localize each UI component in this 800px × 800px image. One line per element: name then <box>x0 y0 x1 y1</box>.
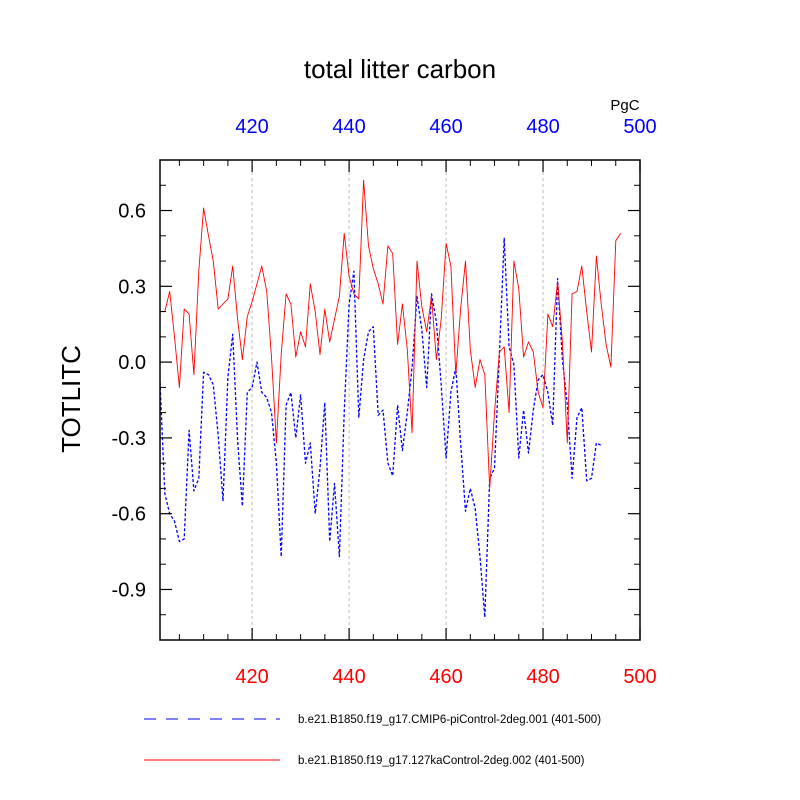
x-tick-label-top-460: 460 <box>429 116 462 138</box>
x-tick-label-bottom-440: 440 <box>332 666 365 688</box>
legend-label-0: b.e21.B1850.f19_g17.CMIP6-piControl-2deg… <box>298 714 601 726</box>
x-tick-label-top-480: 480 <box>526 116 559 138</box>
legend-label-1: b.e21.B1850.f19_g17.127kaControl-2deg.00… <box>298 755 585 767</box>
tick-labels: 420 420 440 440 460 460 480 480 500 500 0.6 0.3 0.0 -… <box>112 116 657 688</box>
gridlines <box>251 160 544 640</box>
x-tick-label-bottom-460: 460 <box>429 666 462 688</box>
y-tick-label-2: 0.0 <box>118 352 146 374</box>
plot-frame <box>159 159 641 641</box>
x-tick-label-bottom-500: 500 <box>623 666 656 688</box>
x-tick-label-top-440: 440 <box>332 116 365 138</box>
y-tick-label-1: 0.3 <box>118 276 146 298</box>
x-tick-label-bottom-420: 420 <box>235 666 268 688</box>
y-axis-label: TOTLITC <box>56 345 86 453</box>
x-tick-label-top-420: 420 <box>235 116 268 138</box>
y-tick-label-0: 0.6 <box>118 201 146 223</box>
units-label: PgC <box>610 97 639 114</box>
legend: b.e21.B1850.f19_g17.CMIP6-piControl-2deg… <box>144 714 601 767</box>
y-tick-label-5: -0.9 <box>112 579 146 601</box>
x-tick-label-top-500: 500 <box>623 116 656 138</box>
axis-ticks <box>160 160 641 640</box>
y-tick-label-4: -0.6 <box>112 504 146 526</box>
x-tick-label-bottom-480: 480 <box>526 666 559 688</box>
chart-title: total litter carbon <box>304 54 496 84</box>
y-tick-label-3: -0.3 <box>112 428 146 450</box>
series-line-1 <box>160 179 621 489</box>
series-layer <box>160 179 621 618</box>
